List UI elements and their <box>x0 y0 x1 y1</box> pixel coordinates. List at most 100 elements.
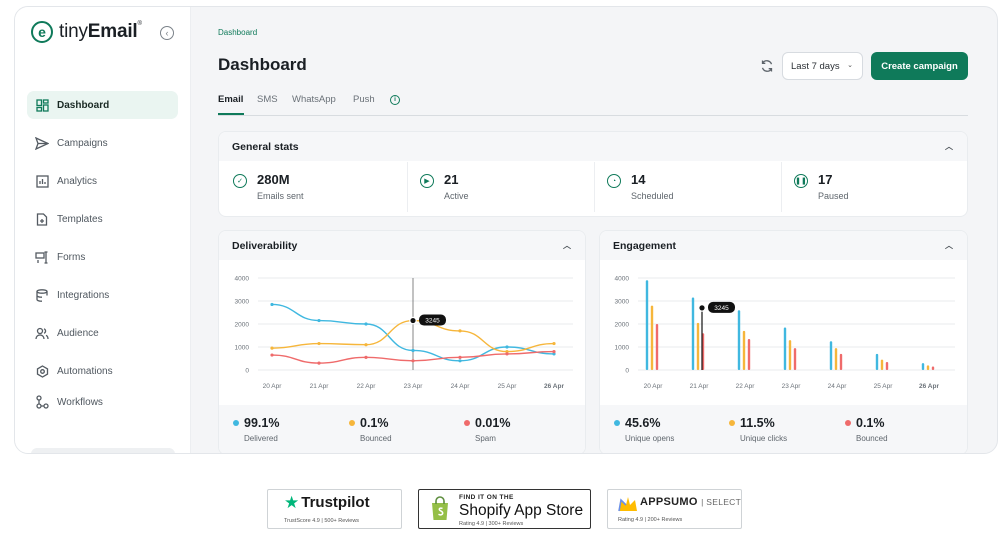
page-title: Dashboard <box>218 55 307 74</box>
sidebar-item-dashboard[interactable]: Dashboard <box>27 91 178 119</box>
engagement-title: Engagement <box>613 239 677 252</box>
sidebar-item-automations[interactable]: Automations <box>27 357 178 385</box>
x-tick-label: 25 Apr <box>498 383 518 390</box>
form-icon <box>35 250 49 264</box>
y-tick-label: 3000 <box>235 299 250 306</box>
general-stats-header[interactable]: General stats ︿ <box>219 132 967 161</box>
legend-dot <box>233 420 239 426</box>
deliverability-header[interactable]: Deliverability ︿ <box>219 231 585 260</box>
tooltip-value: 3245 <box>425 318 440 325</box>
main-content: Dashboard Dashboard Last 7 days ⌄ Create… <box>191 7 997 453</box>
chevron-up-icon[interactable]: ︿ <box>945 142 953 151</box>
breadcrumb[interactable]: Dashboard <box>218 28 258 37</box>
sidebar-item-label: Audience <box>57 327 99 339</box>
appsumo-badge[interactable]: APPSUMO | SELECT Rating 4.9 | 200+ Revie… <box>607 489 742 529</box>
legend-value: 0.1% <box>856 416 885 430</box>
tooltip-box <box>708 301 735 313</box>
sidebar-item-templates[interactable]: Templates <box>27 205 178 233</box>
play-circle-icon: ▶ <box>420 174 434 188</box>
bar-unique-opens <box>645 280 649 370</box>
x-tick-label: 24 Apr <box>451 383 471 390</box>
sidebar-bottom-panel <box>31 448 175 453</box>
tab-email[interactable]: Email <box>218 94 244 105</box>
data-point <box>411 359 415 363</box>
template-doc-icon <box>35 212 49 226</box>
database-icon <box>35 288 49 302</box>
bar-unique-opens <box>737 310 741 370</box>
sidebar: e tinyEmail® ‹ Dashboard Campaigns Analyti… <box>15 7 191 453</box>
clock-icon: ◔ <box>607 174 621 188</box>
sidebar-item-label: Automations <box>57 365 113 377</box>
deliverability-line-chart[interactable]: 0 1000 2000 3000 4000 20 Apr 21 Apr 22 Apr 23 Ap… <box>219 261 586 403</box>
data-point <box>458 359 462 363</box>
check-circle-icon: ✓ <box>233 174 247 188</box>
bar-unique-opens <box>921 363 925 370</box>
tooltip-marker <box>409 316 417 325</box>
bar-unique-clicks <box>742 330 746 370</box>
data-point <box>411 348 415 353</box>
data-point <box>505 350 509 354</box>
trustpilot-badge[interactable]: ★ Trustpilot TrustScore 4.9 | 500+ Review… <box>267 489 402 529</box>
x-tick-label: 22 Apr <box>357 383 377 390</box>
appsumo-logo: APPSUMO | SELECT <box>640 496 742 508</box>
data-point <box>552 350 556 354</box>
sidebar-item-analytics[interactable]: Analytics <box>27 167 178 195</box>
bar-unique-clicks <box>834 348 838 370</box>
sidebar-item-campaigns[interactable]: Campaigns <box>27 129 178 157</box>
x-tick-label: 23 Apr <box>404 383 424 390</box>
x-tick-label: 21 Apr <box>690 383 710 390</box>
chevron-up-icon[interactable]: ︿ <box>563 241 571 250</box>
data-point <box>270 302 274 307</box>
legend-value: 11.5% <box>740 416 775 430</box>
y-tick-label: 2000 <box>615 322 630 329</box>
stat-value: 14 <box>631 172 646 187</box>
y-tick-label: 1000 <box>615 345 630 352</box>
engagement-bar-chart[interactable]: 0 1000 2000 3000 4000 20 Apr 21 Apr 22 Apr 23 Ap… <box>600 261 968 403</box>
data-point <box>364 322 368 326</box>
shopify-rating: Rating 4.9 | 300+ Reviews <box>459 521 524 527</box>
sidebar-item-workflows[interactable]: Workflows <box>27 388 178 416</box>
legend-dot <box>349 420 355 426</box>
bar-unique-opens <box>783 327 787 370</box>
legend-label: Unique clicks <box>740 434 788 443</box>
pause-circle-icon: ❚❚ <box>794 174 808 188</box>
app-window: e tinyEmail® ‹ Dashboard Campaigns Analyti… <box>14 6 998 454</box>
data-point <box>505 345 509 349</box>
sidebar-item-label: Forms <box>57 251 86 263</box>
engagement-legend: 45.6% Unique opens 11.5% Unique clicks 0… <box>600 405 967 453</box>
tab-sms[interactable]: SMS <box>257 94 278 105</box>
refresh-icon[interactable] <box>759 58 775 74</box>
x-tick-label: 26 Apr <box>544 383 564 390</box>
engagement-card: Engagement ︿ 0 1000 2000 3000 4000 20 Apr 21 A… <box>599 230 968 453</box>
bar-bounced <box>747 338 751 370</box>
tab-whatsapp[interactable]: WhatsApp <box>292 94 336 105</box>
info-icon[interactable]: i <box>390 95 400 105</box>
y-tick-label: 4000 <box>615 276 630 283</box>
deliverability-legend: 99.1% Delivered 0.1% Bounced 0.01% Spam <box>219 405 585 453</box>
legend-label: Spam <box>475 434 496 443</box>
date-range-select[interactable]: Last 7 days ⌄ <box>782 52 863 80</box>
deliverability-title: Deliverability <box>232 239 298 252</box>
deliverability-card: Deliverability ︿ 0 1000 2000 3000 4000 20 Apr… <box>218 230 586 453</box>
logo[interactable]: e tinyEmail® <box>31 21 142 43</box>
star-icon: ★ <box>284 493 300 512</box>
engagement-header[interactable]: Engagement ︿ <box>600 231 967 260</box>
chevron-up-icon[interactable]: ︿ <box>945 241 953 250</box>
general-stats-card: General stats ︿ ✓ 280M Emails sent ▶ 21 … <box>218 131 968 217</box>
create-campaign-button[interactable]: Create campaign <box>871 52 968 80</box>
appsumo-crown-icon <box>618 497 637 512</box>
shopify-badge[interactable]: FIND IT ON THE Shopify App Store Rating … <box>418 489 591 529</box>
bar-unique-opens <box>829 341 833 370</box>
channel-tabs: Email SMS WhatsApp Push i <box>218 94 968 116</box>
sidebar-item-forms[interactable]: Forms <box>27 243 178 271</box>
sidebar-item-integrations[interactable]: Integrations <box>27 281 178 309</box>
appsumo-rating: Rating 4.9 | 200+ Reviews <box>618 517 683 523</box>
tab-push[interactable]: Push <box>353 94 375 105</box>
collapse-sidebar-button[interactable]: ‹ <box>160 26 174 40</box>
legend-value: 0.01% <box>475 416 511 430</box>
bar-bounced <box>793 348 797 370</box>
sidebar-item-audience[interactable]: Audience <box>27 319 178 347</box>
bar-unique-clicks <box>788 340 792 370</box>
legend-dot <box>614 420 620 426</box>
legend-value: 99.1% <box>244 416 280 430</box>
